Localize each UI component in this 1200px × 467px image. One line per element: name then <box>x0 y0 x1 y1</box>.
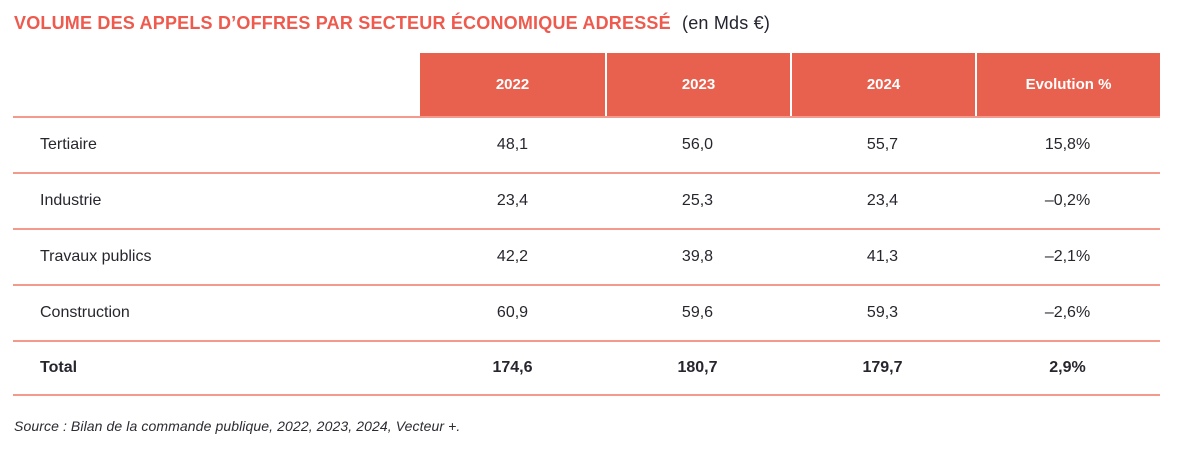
row-label-total: Total <box>40 359 78 376</box>
table-header-spacer <box>13 53 420 116</box>
column-header-2024: 2024 <box>790 53 975 116</box>
cell-value: 56,0 <box>681 136 714 153</box>
column-header-evolution: Evolution % <box>975 53 1160 116</box>
cell-value: 48,1 <box>496 136 529 153</box>
cell-value: 42,2 <box>496 248 529 265</box>
table-row: Industrie 23,4 25,3 23,4 –0,2% <box>13 172 1160 228</box>
figure-title-text: VOLUME DES APPELS D’OFFRES PAR SECTEUR É… <box>14 13 671 33</box>
cell-value: –2,1% <box>1044 248 1091 265</box>
cell-value: 60,9 <box>496 304 529 321</box>
table-header-row: 2022 2023 2024 Evolution % <box>13 53 1160 116</box>
cell-value: 59,6 <box>681 304 714 321</box>
cell-value: 180,7 <box>677 359 718 376</box>
cell-value: 59,3 <box>866 304 899 321</box>
cell-value: –0,2% <box>1044 192 1091 209</box>
figure-title: VOLUME DES APPELS D’OFFRES PAR SECTEUR É… <box>14 12 770 34</box>
cell-value: 39,8 <box>681 248 714 265</box>
table-row-total: Total 174,6 180,7 179,7 2,9% <box>13 340 1160 396</box>
cell-value: 174,6 <box>492 359 533 376</box>
table-row: Construction 60,9 59,6 59,3 –2,6% <box>13 284 1160 340</box>
row-label: Industrie <box>40 192 102 209</box>
cell-value: 23,4 <box>866 192 899 209</box>
data-table: 2022 2023 2024 Evolution % Tertiaire 48,… <box>13 53 1160 396</box>
cell-value: 41,3 <box>866 248 899 265</box>
source-note: Source : Bilan de la commande publique, … <box>14 418 461 434</box>
cell-value: 55,7 <box>866 136 899 153</box>
cell-value: 23,4 <box>496 192 529 209</box>
cell-value: –2,6% <box>1044 304 1091 321</box>
table-row: Tertiaire 48,1 56,0 55,7 15,8% <box>13 116 1160 172</box>
column-header-2023: 2023 <box>605 53 790 116</box>
cell-value: 179,7 <box>862 359 903 376</box>
row-label: Tertiaire <box>40 136 97 153</box>
cell-value: 25,3 <box>681 192 714 209</box>
cell-value: 15,8% <box>1044 136 1091 153</box>
table-row: Travaux publics 42,2 39,8 41,3 –2,1% <box>13 228 1160 284</box>
column-header-2022: 2022 <box>420 53 605 116</box>
row-label: Travaux publics <box>40 248 152 265</box>
figure-title-unit: (en Mds €) <box>682 13 771 33</box>
cell-value: 2,9% <box>1049 359 1086 376</box>
row-label: Construction <box>40 304 130 321</box>
